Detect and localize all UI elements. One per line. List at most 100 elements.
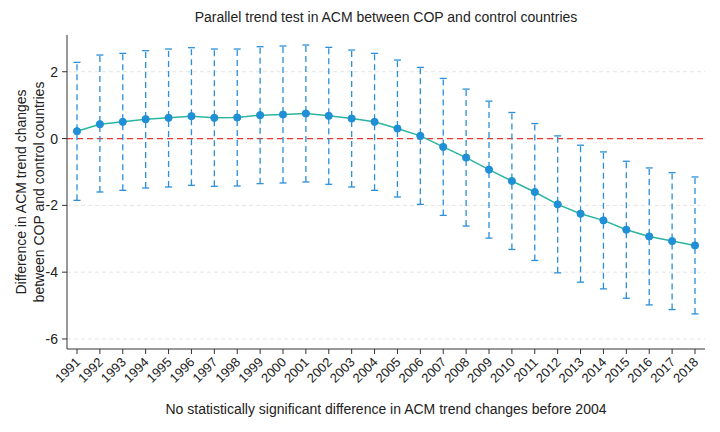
error-bar-cap	[74, 62, 81, 63]
error-bar	[234, 49, 241, 186]
point	[508, 177, 515, 184]
error-bar-cap	[371, 53, 378, 54]
error-bar	[142, 51, 149, 188]
error-bar	[554, 136, 561, 273]
y-tick-label: -2	[46, 197, 59, 213]
error-bar-cap	[531, 123, 538, 124]
x-tick	[191, 349, 192, 354]
x-tick	[443, 349, 444, 354]
error-bar-cap	[348, 49, 355, 50]
x-tick-label: 2003	[327, 355, 358, 386]
error-bar-cap	[165, 48, 172, 49]
error-bar-cap	[211, 186, 218, 187]
x-tick-label: 1996	[167, 355, 198, 386]
point	[119, 118, 126, 125]
x-tick	[580, 349, 581, 354]
error-bar-cap	[280, 45, 287, 46]
point	[348, 115, 355, 122]
x-tick	[649, 349, 650, 354]
error-bar-cap	[142, 50, 149, 51]
x-tick	[420, 349, 421, 354]
error-bar-cap	[600, 151, 607, 152]
error-bar-cap	[325, 184, 332, 185]
error-bar-cap	[234, 48, 241, 49]
error-bar	[508, 112, 515, 249]
error-bar	[257, 47, 264, 184]
error-bar-cap	[211, 48, 218, 49]
x-tick	[99, 349, 100, 354]
x-axis	[67, 349, 705, 350]
error-bar-cap	[600, 288, 607, 289]
error-bar-cap	[257, 183, 264, 184]
error-bar-cap	[646, 304, 653, 305]
error-bar	[188, 48, 195, 186]
error-bar-cap	[692, 176, 699, 177]
point	[279, 111, 286, 118]
x-tick	[534, 349, 535, 354]
x-tick-label: 1998	[212, 355, 243, 386]
y-tick-label: 0	[50, 131, 58, 147]
point	[600, 217, 607, 224]
error-bar-cap	[440, 78, 447, 79]
error-bar-cap	[508, 249, 515, 250]
error-bar-cap	[74, 200, 81, 201]
title: Parallel trend test in ACM between COP a…	[195, 9, 578, 25]
x-tick	[695, 349, 696, 354]
x-tick-label: 2017	[647, 355, 678, 386]
error-bar-cap	[531, 260, 538, 261]
error-bar-cap	[302, 44, 309, 45]
point	[73, 128, 80, 135]
y-tick-label: -6	[46, 331, 59, 347]
y-tick	[62, 205, 67, 206]
x-tick	[214, 349, 215, 354]
y-axis	[67, 35, 68, 349]
x-tick-label: 2012	[533, 355, 564, 386]
point	[302, 110, 309, 117]
y-tick	[62, 272, 67, 273]
x-tick	[489, 349, 490, 354]
error-bar	[692, 177, 699, 314]
point	[531, 188, 538, 195]
error-bar-cap	[577, 282, 584, 283]
x-tick-label: 2013	[556, 355, 587, 386]
x-tick-label: 2008	[441, 355, 472, 386]
x-tick-label: 2011	[511, 355, 541, 385]
x-tick	[260, 349, 261, 354]
error-bar-cap	[348, 186, 355, 187]
x-tick	[237, 349, 238, 354]
x-tick-label: 2004	[350, 355, 381, 386]
error-bar-cap	[188, 47, 195, 48]
x-tick	[511, 349, 512, 354]
point	[485, 166, 492, 173]
plot-area	[73, 45, 698, 314]
point	[234, 114, 241, 121]
x-tick-label: 2018	[670, 355, 701, 386]
y-tick	[62, 71, 67, 72]
x-tick-label: 2001	[281, 355, 312, 386]
error-bar-cap	[554, 272, 561, 273]
grid-line	[67, 272, 705, 273]
error-bar	[371, 53, 378, 190]
grid-line	[67, 338, 705, 339]
error-bar	[669, 173, 676, 310]
x-tick	[374, 349, 375, 354]
x-tick	[77, 349, 78, 354]
error-bar-cap	[371, 190, 378, 191]
error-bar-cap	[188, 185, 195, 186]
error-bar-cap	[394, 59, 401, 60]
error-bar-cap	[623, 298, 630, 299]
x-tick-label: 1992	[75, 355, 106, 386]
error-bar	[302, 45, 309, 182]
x-axis-label: No statistically significant difference …	[166, 401, 607, 417]
point	[188, 113, 195, 120]
error-bar-cap	[417, 204, 424, 205]
x-tick-label: 2006	[395, 355, 426, 386]
y-tick-label: 2	[50, 64, 58, 80]
error-bar-cap	[234, 185, 241, 186]
y-axis-label: Difference in ACM trend changes	[13, 89, 29, 294]
x-tick-label: 1991	[52, 355, 83, 386]
error-bar	[280, 46, 287, 183]
x-tick-label: 2007	[418, 355, 449, 386]
error-bar	[348, 50, 355, 187]
chart: Parallel trend test in ACM between COP a…	[0, 0, 720, 432]
